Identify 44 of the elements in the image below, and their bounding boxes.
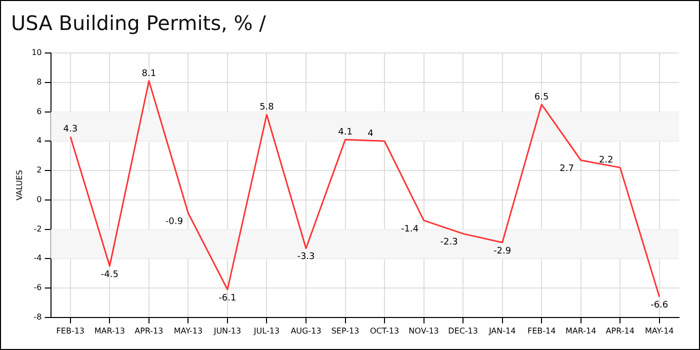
x-tick-label: FEB-13 — [56, 326, 85, 336]
data-label: 8.1 — [142, 68, 156, 79]
data-label: 2.2 — [598, 155, 614, 166]
x-tick-label: MAY-14 — [644, 326, 674, 336]
data-label: 4.1 — [338, 128, 352, 138]
y-tick-label: 10 — [32, 48, 42, 58]
data-label: -0.9 — [165, 216, 184, 227]
x-tick-label: DEC-13 — [448, 326, 478, 336]
x-tick-label: JUL-13 — [252, 326, 280, 336]
y-tick-label: 2 — [36, 166, 42, 175]
y-tick-label: -4 — [34, 254, 42, 263]
x-tick-label: MAR-13 — [94, 326, 126, 336]
x-tick-label: MAR-14 — [565, 326, 596, 336]
x-tick-label: JUN-13 — [212, 326, 242, 336]
x-tick-label: APR-13 — [134, 326, 164, 336]
x-tick-label: OCT-13 — [370, 326, 400, 336]
x-tick-label: SEP-13 — [331, 326, 360, 336]
data-label: 5.8 — [260, 102, 274, 113]
y-tick-label: -6 — [34, 283, 42, 292]
x-tick-label: FEB-14 — [527, 326, 556, 336]
data-label: -2.3 — [440, 238, 458, 248]
x-tick-label: AUG-13 — [290, 326, 322, 336]
data-label: 6.5 — [534, 92, 549, 102]
data-label: -4.5 — [100, 270, 118, 280]
data-label: 2.7 — [560, 164, 574, 174]
data-label: 4 — [368, 128, 374, 139]
x-tick-label: APR-14 — [606, 326, 634, 336]
x-tick-label: MAY-13 — [174, 326, 203, 336]
y-tick-label: 0 — [36, 194, 42, 204]
data-label: -1.4 — [401, 224, 419, 234]
data-label: -3.3 — [297, 252, 315, 262]
x-tick-label: JAN-14 — [488, 326, 516, 336]
y-tick-label: -8 — [34, 312, 42, 322]
y-tick-label: 6 — [36, 106, 42, 116]
chart-title: USA Building Permits, % / — [11, 11, 266, 36]
data-label: -6.1 — [218, 293, 236, 304]
y-tick-label: 4 — [36, 136, 42, 146]
y-tick-label: -2 — [34, 224, 42, 234]
data-label: -6.6 — [650, 300, 668, 311]
data-label: 4.3 — [63, 124, 78, 135]
x-tick-label: NOV-13 — [408, 326, 439, 336]
y-axis-title: VALUES — [14, 170, 24, 200]
data-label: -2.9 — [494, 246, 512, 256]
y-tick-label: 8 — [36, 77, 42, 86]
